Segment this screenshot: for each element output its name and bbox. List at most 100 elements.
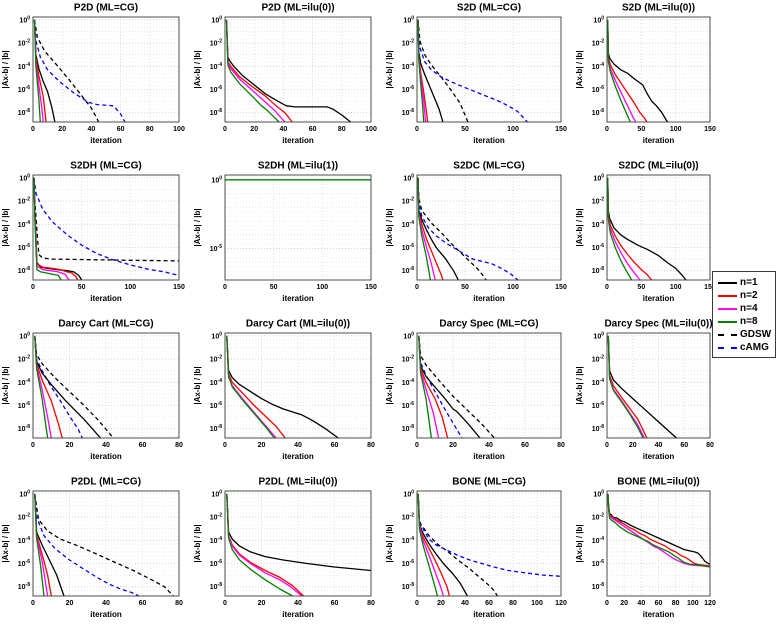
y-tick-label: 10-6 <box>592 243 604 252</box>
axes-box <box>32 174 180 281</box>
y-axis-label: |Ax-b| / |b| <box>385 208 394 246</box>
x-tick-label: 150 <box>555 284 567 291</box>
subplot-s2dh-ml-ilu-1: 100 10-5 0 50 100 150 S2DH (ML=ilu(1)) iteratio… <box>192 158 384 316</box>
y-tick-label: 10-2 <box>210 355 222 364</box>
legend-dashed-line-sample <box>718 346 737 349</box>
legend-label: n=1 <box>740 277 758 288</box>
series-line-n-8 <box>34 493 45 597</box>
plot-background <box>574 316 734 474</box>
series-line-n-8 <box>417 493 439 597</box>
plot-cell-s2d-ml-ilu-0: 100 10-2 10-4 10-6 10-8 0 50 100 150 S2D (ML=ilu(… <box>574 0 734 158</box>
subplot-darcy-cart-ml-ilu-0: 100 10-2 10-4 10-6 10-8 0 20 40 60 80 Darcy Cart (… <box>192 316 384 474</box>
y-tick-label: 10-4 <box>402 220 414 229</box>
x-axis-label: iteration <box>90 294 122 303</box>
x-tick-label: 0 <box>415 442 419 449</box>
series-line-n-4 <box>607 493 711 568</box>
series-group <box>417 493 562 597</box>
series-line-n-1 <box>226 335 339 439</box>
y-tick-label: 10-4 <box>592 378 604 387</box>
y-tick-label: 10-8 <box>402 582 414 591</box>
plot-cell-bone-ml-cg: 100 10-2 10-4 10-6 10-8 0 20 40 60 80 100 120 BONE (… <box>384 474 574 632</box>
plot-background <box>384 0 574 158</box>
series-group <box>33 19 126 123</box>
series-line-n-1 <box>607 335 677 439</box>
x-tick-label: 40 <box>88 126 96 133</box>
x-tick-label: 40 <box>655 442 663 449</box>
subplot-title: S2DH (ML=CG) <box>70 161 141 172</box>
series-line-n-2 <box>225 19 293 123</box>
axes-box <box>416 490 562 597</box>
series-line-n-1 <box>418 335 481 439</box>
x-tick-label: 50 <box>78 284 86 291</box>
plot-cell-darcy-cart-ml-cg: 100 10-2 10-4 10-6 10-8 0 20 40 60 80 Darcy Cart (… <box>0 316 192 474</box>
series-line-n-2 <box>226 335 286 439</box>
x-tick-label: 0 <box>31 442 35 449</box>
series-line-n-1 <box>607 493 711 565</box>
axes-box <box>32 332 180 439</box>
plot-cell-darcy-cart-ml-ilu-0: 100 10-2 10-4 10-6 10-8 0 20 40 60 80 Darcy Cart (… <box>192 316 384 474</box>
series-line-gdsw <box>34 493 174 597</box>
y-axis-label: |Ax-b| / |b| <box>575 366 584 404</box>
y-tick-label: 10-4 <box>18 220 30 229</box>
x-tick-label: 0 <box>31 600 35 607</box>
y-tick-label: 10-6 <box>210 85 222 94</box>
plot-background <box>384 316 574 474</box>
y-tick-label: 10-8 <box>18 108 30 117</box>
axes-box <box>32 490 180 597</box>
x-tick-label: 0 <box>605 126 609 133</box>
series-group <box>417 177 519 281</box>
legend-item-gdsw: GDSW <box>718 328 772 341</box>
x-tick-label: 100 <box>670 284 682 291</box>
subplot-s2dh-ml-cg: 100 10-2 10-4 10-6 10-8 0 50 100 150 S2DH (ML=CG)… <box>0 158 192 316</box>
x-tick-label: 20 <box>258 600 266 607</box>
y-tick-label: 10-2 <box>592 355 604 364</box>
x-axis-label: iteration <box>473 452 505 461</box>
plot-background <box>0 474 192 632</box>
x-tick-label: 80 <box>367 442 375 449</box>
x-axis-label: iteration <box>282 452 314 461</box>
y-tick-label: 10-2 <box>18 355 30 364</box>
y-tick-label: 10-6 <box>18 401 30 410</box>
y-tick-label: 10-8 <box>210 582 222 591</box>
legend-label: n=2 <box>740 290 758 301</box>
legend-item-n-2: n=2 <box>718 289 772 302</box>
x-tick-label: 20 <box>449 442 457 449</box>
x-tick-label: 60 <box>331 442 339 449</box>
plot-cell-p2dl-ml-cg: 100 10-2 10-4 10-6 10-8 0 20 40 60 80 P2DL (ML=CG)… <box>0 474 192 632</box>
y-tick-label: 100 <box>19 331 30 340</box>
x-tick-label: 100 <box>687 600 699 607</box>
x-tick-label: 150 <box>173 284 185 291</box>
series-group <box>607 493 711 568</box>
x-tick-label: 80 <box>146 126 154 133</box>
series-group <box>417 19 528 123</box>
series-line-gdsw <box>34 335 114 439</box>
series-line-camg <box>417 19 528 123</box>
axes-box <box>606 16 711 123</box>
series-line-n-1 <box>225 19 352 123</box>
legend-solid-line-sample <box>718 320 737 323</box>
axes-box <box>606 332 711 439</box>
x-tick-label: 100 <box>173 126 185 133</box>
axes-box <box>606 174 711 281</box>
series-line-n-8 <box>226 335 275 439</box>
x-tick-label: 50 <box>270 284 278 291</box>
y-tick-label: 10-4 <box>592 536 604 545</box>
plot-cell-darcy-spec-ml-cg: 100 10-2 10-4 10-6 10-8 0 20 40 60 80 Darcy Spec (… <box>384 316 574 474</box>
series-group <box>225 19 352 123</box>
x-tick-label: 60 <box>655 600 663 607</box>
x-tick-label: 0 <box>605 600 609 607</box>
legend-label: cAMG <box>740 342 769 353</box>
x-axis-label: iteration <box>643 136 675 145</box>
series-line-n-2 <box>607 493 711 567</box>
x-tick-label: 80 <box>672 600 680 607</box>
plot-cell-p2d-ml-cg: 100 10-2 10-4 10-6 10-8 0 20 40 60 80 100 P2D (ML=C… <box>0 0 192 158</box>
plot-cell-p2d-ml-ilu-0: 100 10-2 10-4 10-6 10-8 0 20 40 60 80 100 P2D (ML=i… <box>192 0 384 158</box>
subplot-darcy-spec-ml-cg: 100 10-2 10-4 10-6 10-8 0 20 40 60 80 Darcy Spec (… <box>384 316 574 474</box>
y-tick-label: 10-4 <box>402 536 414 545</box>
y-tick-label: 10-2 <box>592 39 604 48</box>
x-tick-label: 60 <box>485 600 493 607</box>
x-tick-label: 80 <box>175 442 183 449</box>
series-group <box>226 493 372 597</box>
x-tick-label: 150 <box>704 284 716 291</box>
x-tick-label: 100 <box>316 284 328 291</box>
